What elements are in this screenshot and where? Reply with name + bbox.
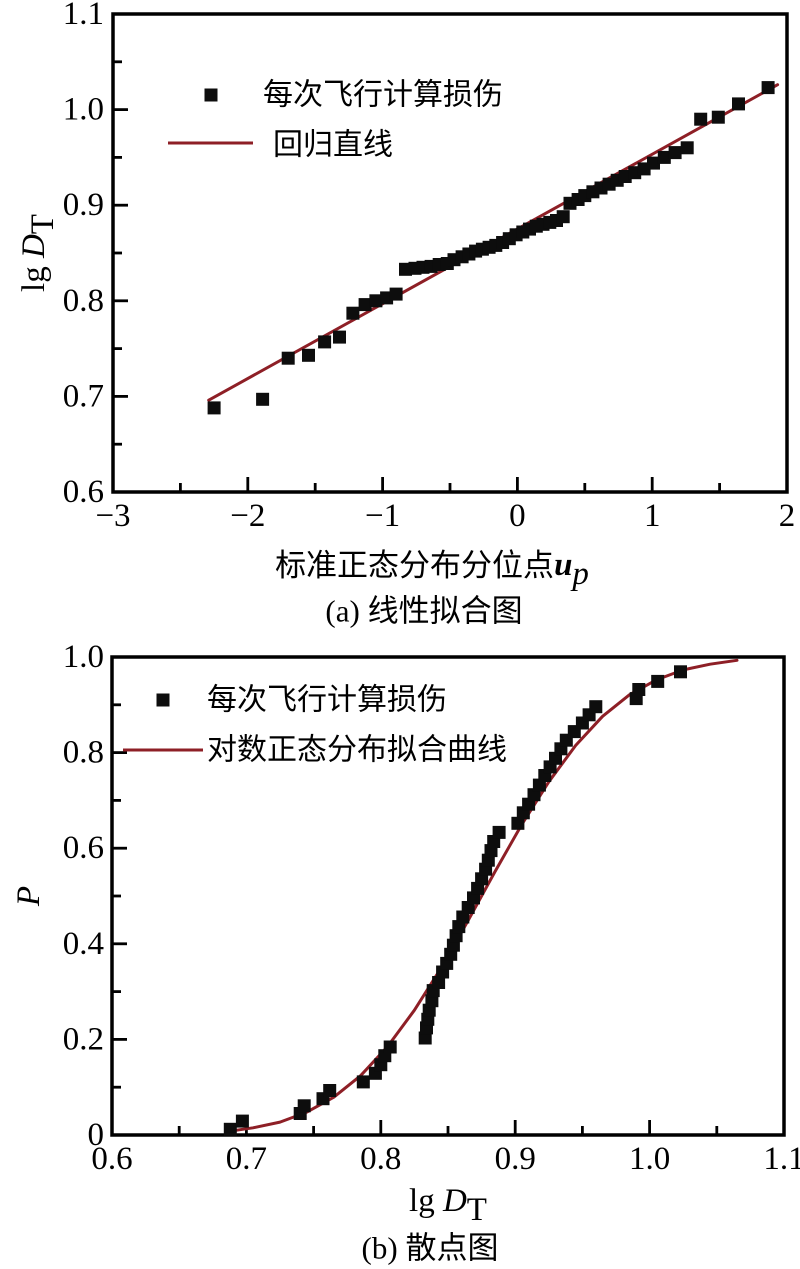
data-point-marker <box>492 825 506 839</box>
data-point-marker <box>632 683 646 696</box>
data-point-marker <box>297 1099 311 1113</box>
data-point-marker <box>761 81 775 95</box>
x-tick-label: −2 <box>230 498 265 534</box>
x-tick-label: 0.9 <box>495 1141 536 1177</box>
y-tick-label: 0 <box>88 1117 105 1153</box>
panel-caption: (a) 线性拟合图 <box>325 594 522 629</box>
data-point-marker <box>651 674 665 688</box>
y-tick-label: 0.8 <box>63 283 104 319</box>
x-axis-label-part: u <box>554 547 572 583</box>
x-tick-label: 2 <box>779 498 796 534</box>
x-axis-label: 标准正态分布分位点up <box>275 547 589 592</box>
y-tick-label: 0.7 <box>63 378 104 414</box>
x-axis-label: lg DT <box>409 1183 487 1228</box>
x-axis-label-part: 标准正态分布分位点 <box>275 548 554 583</box>
data-point-marker <box>383 1040 397 1054</box>
y-tick-label: 0.8 <box>63 735 104 771</box>
data-point-marker <box>318 335 332 349</box>
data-point-marker <box>235 1114 249 1128</box>
fit-line <box>224 658 739 1134</box>
data-point-marker <box>333 330 346 344</box>
y-tick-label: 0.6 <box>63 474 104 510</box>
data-point-marker <box>657 150 671 164</box>
x-axis-label-part: p <box>570 556 589 592</box>
legend-marker-swatch <box>204 88 218 102</box>
y-tick-label: 0.9 <box>63 187 104 223</box>
data-point-marker <box>207 401 221 415</box>
data-point-marker <box>425 994 439 1008</box>
data-point-marker <box>323 1084 337 1097</box>
data-point-marker <box>302 348 315 362</box>
x-axis-label-part: T <box>467 1192 487 1228</box>
legend-marker-swatch <box>156 693 170 707</box>
data-point-marker <box>432 976 446 989</box>
data-point-marker <box>356 1075 370 1089</box>
plot-frame <box>111 12 789 494</box>
y-axis-label-part: D <box>16 234 52 259</box>
x-tick-label: 0.6 <box>91 1141 132 1177</box>
data-point-marker <box>680 141 694 155</box>
data-point-marker <box>389 287 403 301</box>
x-axis-label-part: lg <box>409 1183 443 1219</box>
data-point-marker <box>668 146 682 160</box>
data-point-marker <box>556 210 570 224</box>
data-point-marker <box>346 306 360 320</box>
data-point-marker <box>256 392 270 406</box>
x-tick-label: −1 <box>365 498 400 534</box>
plot-frame <box>110 655 786 1137</box>
data-point-marker <box>369 294 383 308</box>
data-point-marker <box>647 156 660 170</box>
data-point-marker <box>694 112 708 126</box>
chart-b-scatter-cdf-plot: 0.6 0.7 0.8 0.9 1.0 1.1 0 0.2 0.4 0.6 0.8 1.0 lg DT P… <box>11 645 800 1266</box>
y-axis-label-part: T <box>25 214 61 234</box>
y-tick-label: 0.6 <box>63 830 104 866</box>
data-point-marker <box>511 816 525 830</box>
x-axis-label-part: D <box>442 1183 467 1219</box>
data-point-marker <box>732 97 745 111</box>
legend-label-fit: 对数正态分布拟合曲线 <box>207 734 507 767</box>
x-tick-label: 1 <box>644 498 661 534</box>
y-tick-label: 0.4 <box>63 926 104 962</box>
legend-label-scatter: 每次飞行计算损伤 <box>263 79 503 112</box>
data-point-marker <box>711 110 725 124</box>
x-tick-label: 0.8 <box>360 1141 401 1177</box>
y-axis-label-part: P <box>11 886 47 907</box>
y-axis-label: lg DT <box>16 214 61 292</box>
x-tick-label: 1.0 <box>629 1141 670 1177</box>
y-axis-label: P <box>11 886 47 907</box>
y-tick-label: 0.2 <box>63 1021 104 1057</box>
data-point-marker <box>418 1031 432 1045</box>
y-tick-label: 1.1 <box>63 0 104 32</box>
data-point-marker <box>674 665 687 679</box>
x-tick-label: 0 <box>509 498 526 534</box>
data-point-marker <box>358 298 372 312</box>
data-point-marker <box>281 351 295 365</box>
data-point-marker <box>223 1122 237 1136</box>
chart-a-linear-fit-plot: −3 −2 −1 0 1 2 0.6 0.7 0.8 0.9 1.0 1.1 标准正态分布分位点up lg… <box>16 0 796 629</box>
y-tick-label: 1.0 <box>63 92 104 128</box>
data-point-marker <box>589 700 603 714</box>
legend-label-fit: 回归直线 <box>273 129 393 162</box>
x-tick-label: 1.1 <box>763 1141 800 1177</box>
legend-label-scatter: 每次飞行计算损伤 <box>207 684 447 717</box>
y-tick-label: 1.0 <box>63 645 104 675</box>
x-tick-label: 0.7 <box>226 1141 267 1177</box>
y-axis-label-part: lg <box>16 258 52 292</box>
panel-caption: (b) 散点图 <box>362 1231 499 1266</box>
x-tick-label: −3 <box>95 498 130 534</box>
